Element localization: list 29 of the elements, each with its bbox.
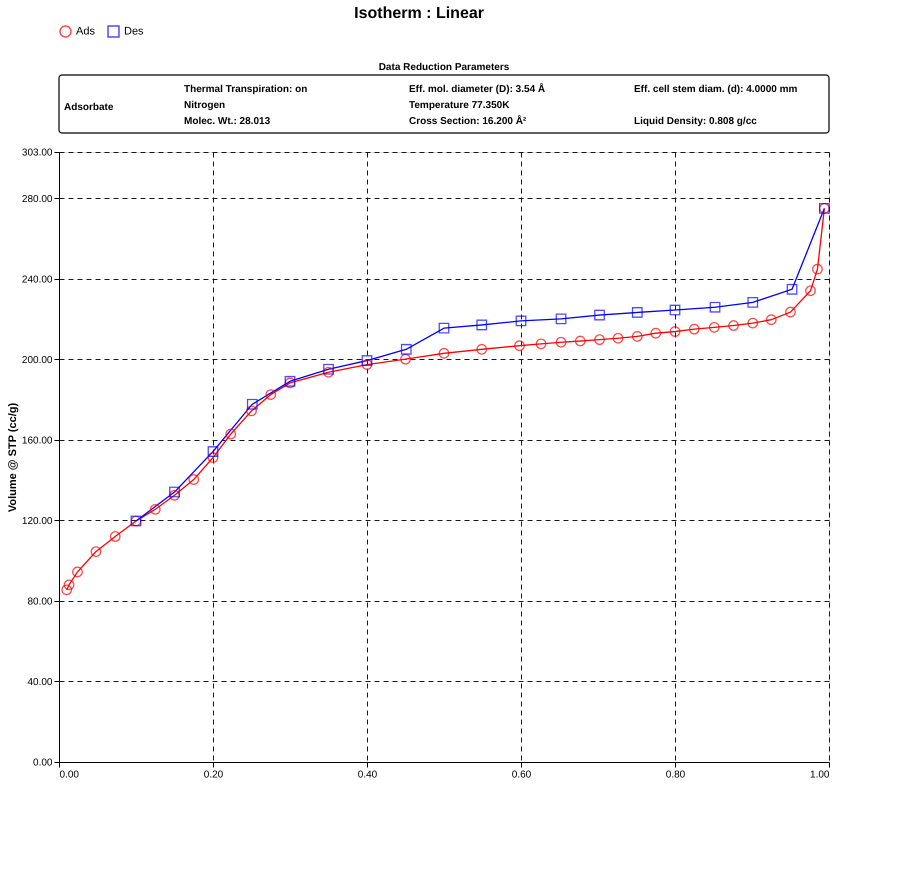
y-tick-label: 240.00 [22,274,53,286]
x-tick-label: 0.60 [512,770,532,780]
y-tick-label: 303.00 [22,148,53,158]
x-tick-label: 0.20 [204,770,224,780]
y-tick-label: 80.00 [27,596,53,608]
y-tick-label: 160.00 [22,435,53,446]
x-tick-label: 1.00 [810,770,830,780]
text: Molec. Wt.: 28.013 [184,116,271,127]
y-tick-label: 40.00 [27,676,53,688]
text: Cross Section: 16.200 Å² [409,115,527,127]
text: Data Reduction Parameters [378,62,510,73]
y-tick-label: 0.00 [33,758,53,768]
y-tick-label: 280.00 [22,194,53,205]
text: Temperature 77.350K [409,100,510,111]
text: Adsorbate [64,102,114,113]
x-tick-label: 0.80 [666,770,686,780]
y-axis-title: Volume @ STP (cc/g) [6,402,19,512]
text: Eff. cell stem diam. (d): 4.0000 mm [634,84,798,95]
y-tick-label: 120.00 [22,516,53,527]
y-tick-label: 200.00 [22,354,53,366]
x-tick-label: 0.00 [60,770,80,780]
legend-label: Ads [76,26,96,38]
chart-title: Isotherm : Linear [354,5,484,22]
x-tick-label: 0.40 [358,770,378,780]
text: Nitrogen [184,100,226,111]
text: Thermal Transpiration: on [184,84,308,95]
text: Eff. mol. diameter (D): 3.54 Å [409,83,546,95]
text: Liquid Density: 0.808 g/cc [634,116,758,127]
legend-label: Des [124,26,144,38]
